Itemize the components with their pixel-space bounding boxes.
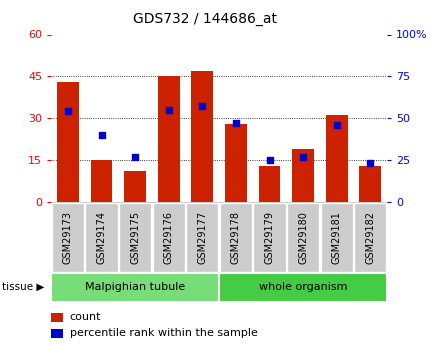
Bar (158, 76, 180, 202)
FancyBboxPatch shape (287, 203, 319, 272)
Point (65, 109, 72, 114)
Bar (124, 171, 146, 202)
Text: GSM29182: GSM29182 (365, 211, 375, 264)
Point (367, 160, 374, 166)
Point (98, 132, 105, 138)
FancyBboxPatch shape (354, 203, 386, 272)
FancyBboxPatch shape (85, 203, 117, 272)
Bar (51, 329, 63, 338)
Point (266, 157, 273, 163)
Text: GSM29173: GSM29173 (63, 211, 73, 264)
Bar (360, 166, 381, 202)
Text: GSM29174: GSM29174 (97, 211, 106, 264)
Point (132, 154, 139, 159)
Text: tissue ▶: tissue ▶ (2, 282, 44, 292)
Bar (91, 160, 113, 202)
Text: GDS732 / 144686_at: GDS732 / 144686_at (133, 12, 277, 26)
Point (232, 120, 239, 126)
Bar (326, 115, 348, 202)
Text: Malpighian tubule: Malpighian tubule (85, 282, 185, 292)
Bar (191, 71, 213, 202)
FancyBboxPatch shape (153, 203, 185, 272)
Text: GSM29180: GSM29180 (298, 211, 308, 264)
FancyBboxPatch shape (220, 203, 252, 272)
Point (199, 104, 206, 109)
Text: GSM29179: GSM29179 (265, 211, 275, 264)
Bar (292, 149, 314, 202)
Text: GSM29178: GSM29178 (231, 211, 241, 264)
Bar (225, 124, 247, 202)
Text: GSM29181: GSM29181 (332, 211, 342, 264)
Text: GSM29176: GSM29176 (164, 211, 174, 264)
FancyBboxPatch shape (321, 203, 353, 272)
Text: GSM29175: GSM29175 (130, 211, 140, 264)
Bar (57, 82, 79, 202)
FancyBboxPatch shape (52, 203, 84, 272)
Point (333, 122, 340, 128)
Point (165, 107, 172, 112)
FancyBboxPatch shape (254, 203, 286, 272)
Bar (259, 166, 280, 202)
FancyBboxPatch shape (219, 273, 387, 302)
Text: GSM29177: GSM29177 (198, 211, 207, 264)
Text: percentile rank within the sample: percentile rank within the sample (70, 328, 258, 338)
Text: count: count (70, 312, 101, 322)
Text: whole organism: whole organism (259, 282, 348, 292)
Bar (51, 313, 63, 322)
FancyBboxPatch shape (51, 273, 219, 302)
FancyBboxPatch shape (119, 203, 151, 272)
FancyBboxPatch shape (186, 203, 218, 272)
Point (299, 154, 307, 159)
